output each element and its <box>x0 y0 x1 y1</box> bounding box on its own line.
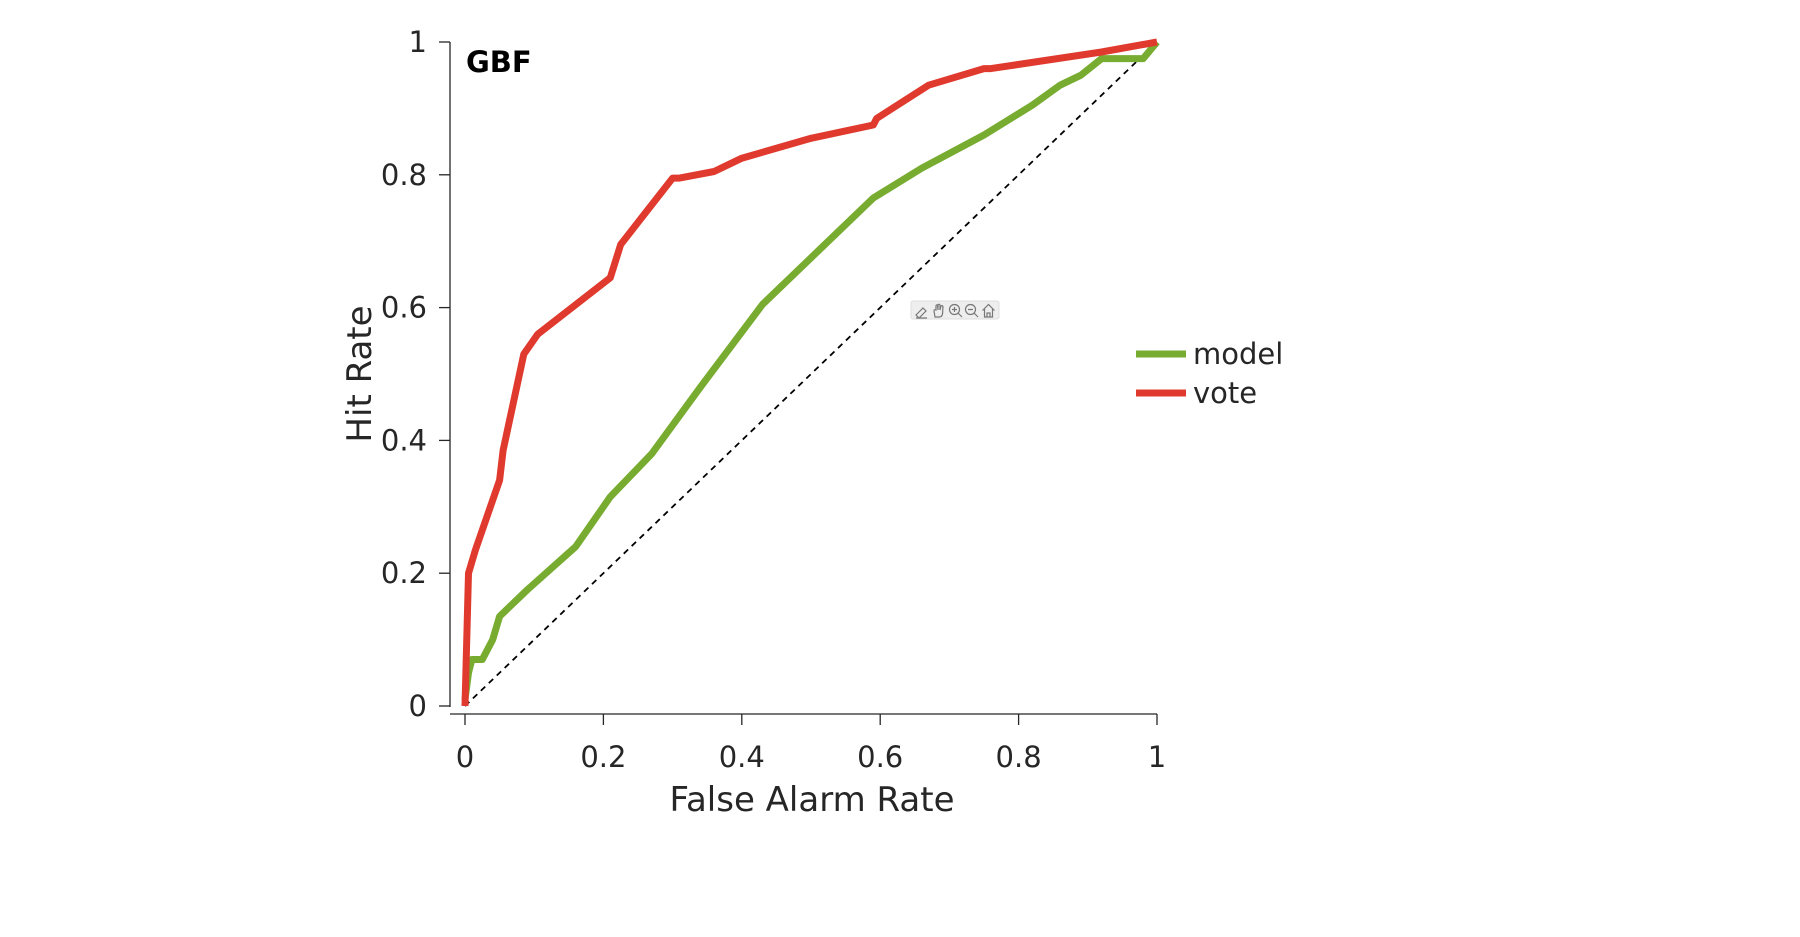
pan-hand-icon[interactable] <box>933 303 944 318</box>
legend-label-model: model <box>1193 337 1283 371</box>
x-axis-title: False Alarm Rate <box>670 780 955 820</box>
x-tick-label: 0 <box>456 740 474 774</box>
zoom-out-icon[interactable] <box>964 303 979 318</box>
y-tick-label: 0.4 <box>381 423 427 457</box>
zoom-in-icon[interactable] <box>948 303 963 318</box>
x-tick-label: 0.8 <box>996 740 1042 774</box>
y-tick-label: 0 <box>409 689 427 723</box>
legend: model vote <box>1136 337 1283 410</box>
series-line-vote <box>461 38 1158 707</box>
axes-toolbar <box>910 300 1000 320</box>
y-tick-label: 0.6 <box>381 291 427 325</box>
x-ticks: 0 0.2 0.4 0.6 0.8 1 <box>456 714 1166 774</box>
x-tick-label: 1 <box>1148 740 1166 774</box>
y-tick-label: 0.2 <box>381 556 427 590</box>
y-tick-label: 0.8 <box>381 158 427 192</box>
x-tick-label: 0.6 <box>857 740 903 774</box>
series-group <box>461 38 1160 707</box>
x-tick-label: 0.4 <box>719 740 765 774</box>
series-line-model <box>461 39 1160 700</box>
y-axis-title: Hit Rate <box>340 305 380 442</box>
chance-diagonal-line <box>464 41 1158 707</box>
brush-icon[interactable] <box>915 307 927 319</box>
axes <box>449 42 1157 715</box>
panel-label: GBF <box>466 45 532 79</box>
y-tick-label: 1 <box>409 25 427 59</box>
y-ticks: 0 0.2 0.4 0.6 0.8 1 <box>381 25 450 723</box>
x-tick-label: 0.2 <box>580 740 626 774</box>
legend-label-vote: vote <box>1193 376 1257 410</box>
home-icon[interactable] <box>982 303 995 318</box>
